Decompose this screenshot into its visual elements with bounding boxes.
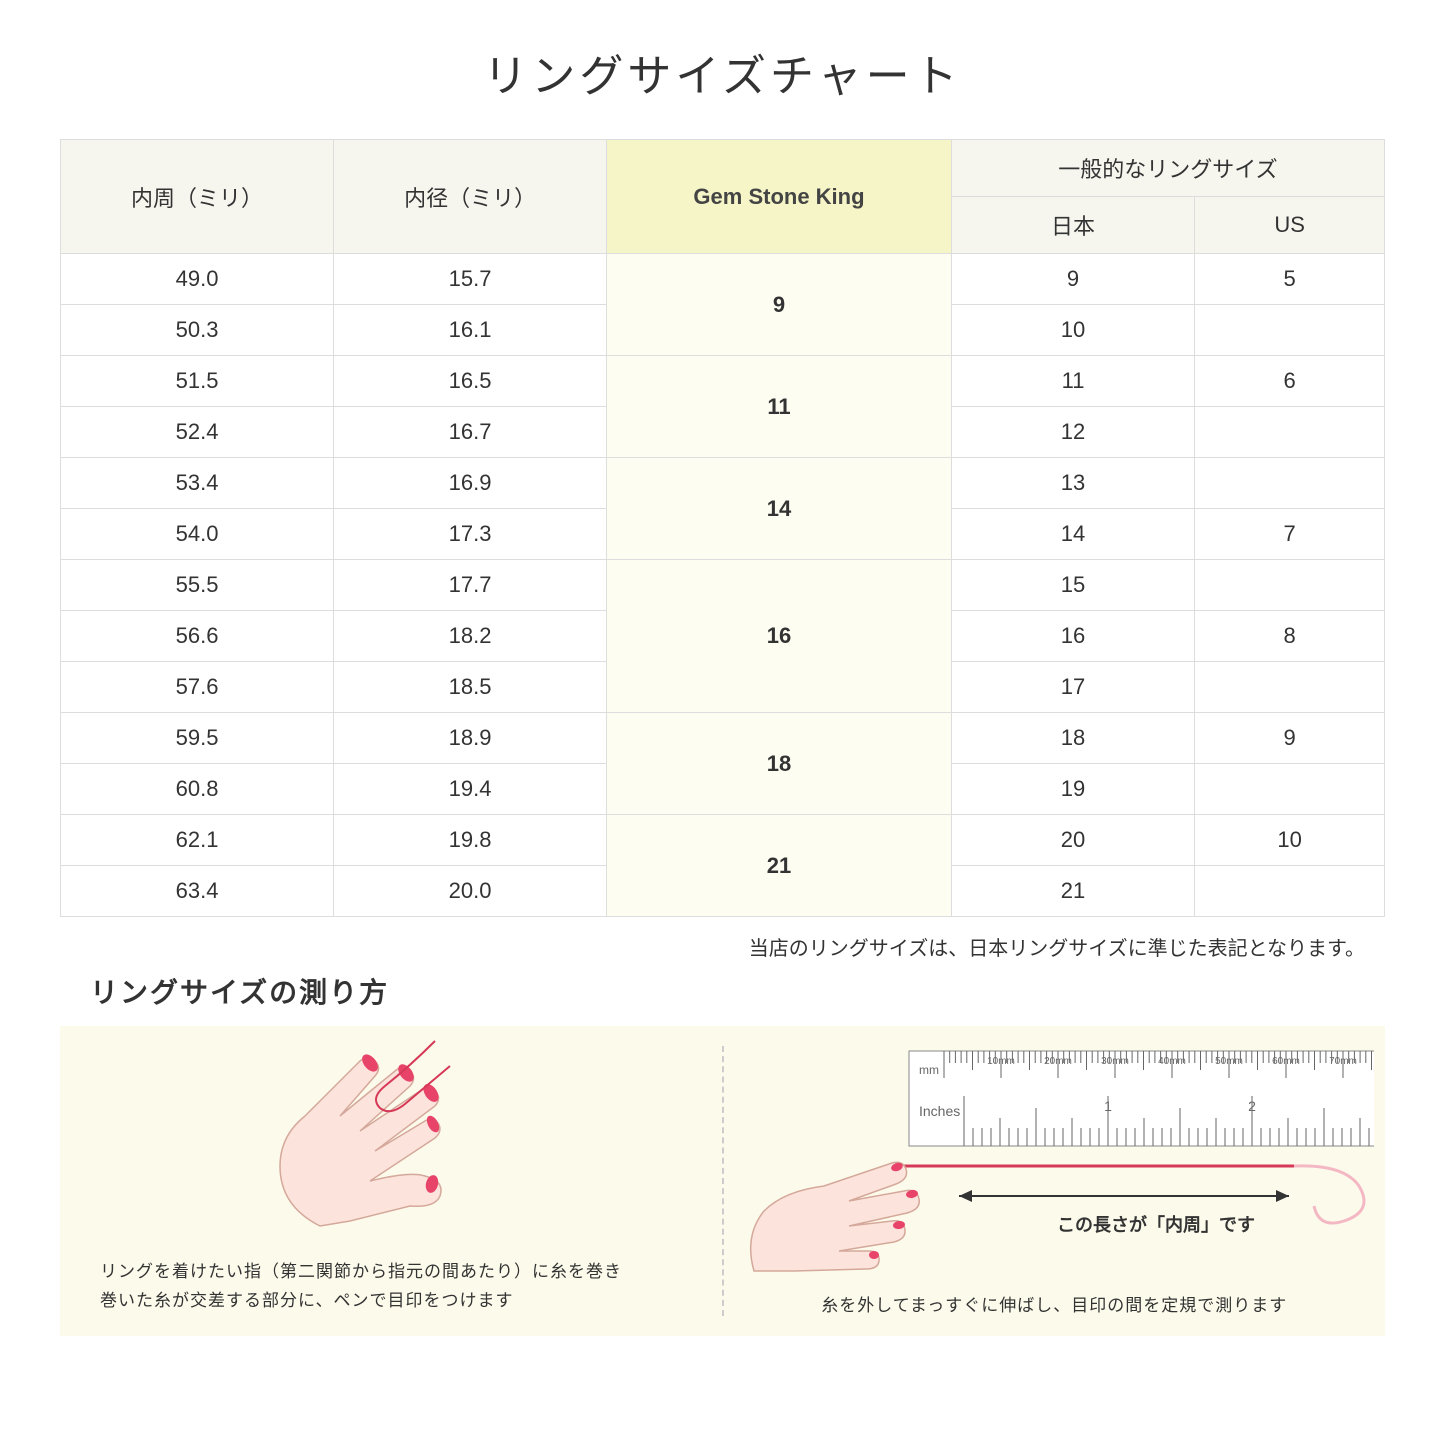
- cell-circ: 60.8: [61, 764, 334, 815]
- cell-gsk: 16: [607, 560, 952, 713]
- cell-dia: 16.5: [334, 356, 607, 407]
- cell-us: [1195, 305, 1385, 356]
- howto-panel-1: リングを着けたい指（第二関節から指元の間あたり）に糸を巻き巻いた糸が交差する部分…: [60, 1026, 722, 1336]
- cell-circ: 56.6: [61, 611, 334, 662]
- table-row: 51.516.511116: [61, 356, 1385, 407]
- svg-text:1: 1: [1104, 1098, 1112, 1114]
- svg-text:20mm: 20mm: [1044, 1056, 1072, 1067]
- cell-dia: 16.9: [334, 458, 607, 509]
- cell-gsk: 21: [607, 815, 952, 917]
- svg-text:60mm: 60mm: [1272, 1056, 1300, 1067]
- cell-circ: 53.4: [61, 458, 334, 509]
- cell-us: 8: [1195, 611, 1385, 662]
- cell-gsk: 11: [607, 356, 952, 458]
- cell-dia: 16.1: [334, 305, 607, 356]
- cell-us: [1195, 866, 1385, 917]
- cell-us: [1195, 662, 1385, 713]
- cell-circ: 51.5: [61, 356, 334, 407]
- cell-circ: 49.0: [61, 254, 334, 305]
- cell-circ: 59.5: [61, 713, 334, 764]
- cell-jp: 21: [951, 866, 1194, 917]
- cell-dia: 15.7: [334, 254, 607, 305]
- svg-text:50mm: 50mm: [1215, 1056, 1243, 1067]
- cell-circ: 52.4: [61, 407, 334, 458]
- cell-us: 5: [1195, 254, 1385, 305]
- svg-text:40mm: 40mm: [1158, 1056, 1186, 1067]
- table-row: 55.517.71615: [61, 560, 1385, 611]
- cell-us: [1195, 407, 1385, 458]
- cell-us: 9: [1195, 713, 1385, 764]
- cell-dia: 17.7: [334, 560, 607, 611]
- cell-jp: 12: [951, 407, 1194, 458]
- cell-jp: 10: [951, 305, 1194, 356]
- howto-title: リングサイズの測り方: [90, 971, 1385, 1011]
- cell-jp: 19: [951, 764, 1194, 815]
- cell-jp: 11: [951, 356, 1194, 407]
- table-row: 53.416.91413: [61, 458, 1385, 509]
- cell-circ: 54.0: [61, 509, 334, 560]
- cell-us: 10: [1195, 815, 1385, 866]
- cell-us: 7: [1195, 509, 1385, 560]
- cell-circ: 50.3: [61, 305, 334, 356]
- cell-circ: 63.4: [61, 866, 334, 917]
- cell-dia: 19.4: [334, 764, 607, 815]
- svg-text:2: 2: [1248, 1098, 1256, 1114]
- cell-dia: 17.3: [334, 509, 607, 560]
- svg-text:70mm: 70mm: [1329, 1056, 1357, 1067]
- col-japan: 日本: [951, 197, 1194, 254]
- cell-circ: 62.1: [61, 815, 334, 866]
- cell-jp: 14: [951, 509, 1194, 560]
- cell-jp: 15: [951, 560, 1194, 611]
- cell-circ: 55.5: [61, 560, 334, 611]
- cell-dia: 19.8: [334, 815, 607, 866]
- cell-us: 6: [1195, 356, 1385, 407]
- col-general-group: 一般的なリングサイズ: [951, 140, 1384, 197]
- cell-jp: 18: [951, 713, 1194, 764]
- cell-dia: 18.2: [334, 611, 607, 662]
- cell-dia: 20.0: [334, 866, 607, 917]
- cell-circ: 57.6: [61, 662, 334, 713]
- col-us: US: [1195, 197, 1385, 254]
- cell-gsk: 14: [607, 458, 952, 560]
- svg-text:mm: mm: [919, 1063, 939, 1077]
- cell-jp: 16: [951, 611, 1194, 662]
- howto-panel-2: mm Inches 10mm 20mm 30mm 40mm 50mm 60mm 70mm 1 2…: [724, 1026, 1386, 1336]
- cell-jp: 20: [951, 815, 1194, 866]
- panel2-caption: 糸を外してまっすぐに伸ばし、目印の間を定規で測ります: [764, 1291, 1346, 1316]
- howto-section: リングを着けたい指（第二関節から指元の間あたり）に糸を巻き巻いた糸が交差する部分…: [60, 1026, 1385, 1336]
- svg-text:30mm: 30mm: [1101, 1056, 1129, 1067]
- table-row: 49.015.7995: [61, 254, 1385, 305]
- panel1-caption: リングを着けたい指（第二関節から指元の間あたり）に糸を巻き巻いた糸が交差する部分…: [100, 1258, 682, 1316]
- ruler-illustration: mm Inches 10mm 20mm 30mm 40mm 50mm 60mm 70mm 1 2: [734, 1036, 1374, 1276]
- cell-us: [1195, 764, 1385, 815]
- col-diameter: 内径（ミリ）: [334, 140, 607, 254]
- page-title: リングサイズチャート: [60, 40, 1385, 104]
- cell-jp: 17: [951, 662, 1194, 713]
- cell-dia: 18.5: [334, 662, 607, 713]
- ruler-label: この長さが「内周」です: [1057, 1211, 1255, 1237]
- cell-jp: 9: [951, 254, 1194, 305]
- cell-dia: 18.9: [334, 713, 607, 764]
- table-row: 62.119.8212010: [61, 815, 1385, 866]
- ring-size-table: 内周（ミリ） 内径（ミリ） Gem Stone King 一般的なリングサイズ …: [60, 139, 1385, 917]
- col-circumference: 内周（ミリ）: [61, 140, 334, 254]
- table-row: 59.518.918189: [61, 713, 1385, 764]
- svg-text:Inches: Inches: [919, 1103, 960, 1119]
- cell-dia: 16.7: [334, 407, 607, 458]
- col-gsk: Gem Stone King: [607, 140, 952, 254]
- hand-wrap-illustration: [210, 1026, 570, 1256]
- table-note: 当店のリングサイズは、日本リングサイズに準じた表記となります。: [60, 932, 1385, 961]
- cell-gsk: 18: [607, 713, 952, 815]
- cell-us: [1195, 458, 1385, 509]
- cell-gsk: 9: [607, 254, 952, 356]
- svg-text:10mm: 10mm: [987, 1056, 1015, 1067]
- cell-jp: 13: [951, 458, 1194, 509]
- cell-us: [1195, 560, 1385, 611]
